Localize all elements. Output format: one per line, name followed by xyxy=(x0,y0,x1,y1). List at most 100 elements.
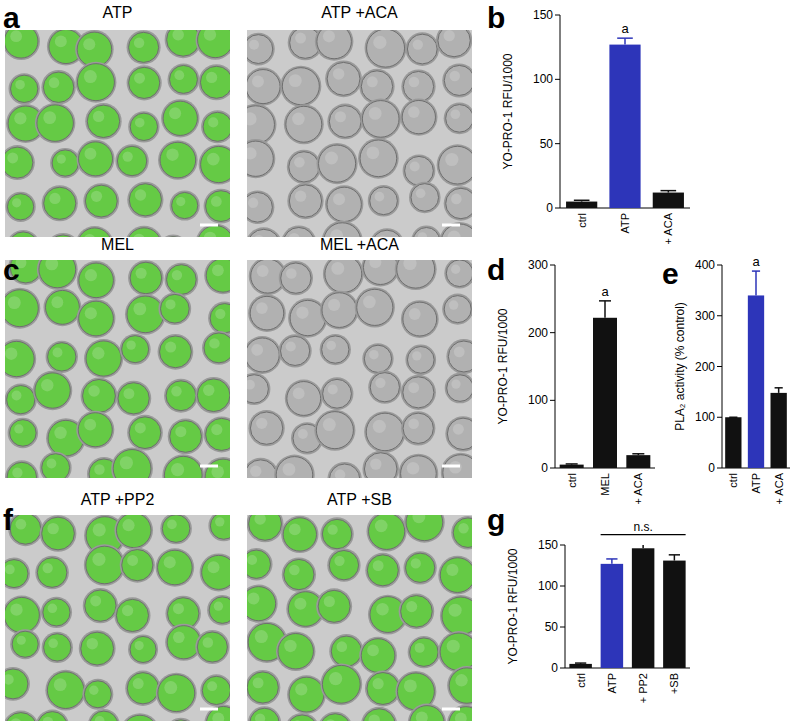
cell xyxy=(439,146,472,184)
cell-edge xyxy=(127,182,163,218)
cell xyxy=(361,639,395,673)
cell-highlight xyxy=(409,308,421,320)
cell xyxy=(322,519,351,548)
cell xyxy=(327,187,361,221)
cell-highlight xyxy=(295,33,306,44)
cell-highlight xyxy=(172,270,182,280)
cell-edge xyxy=(400,98,437,135)
cells xyxy=(5,515,230,721)
cell-edge xyxy=(325,185,363,223)
cell-highlight xyxy=(127,555,138,566)
cell-edge xyxy=(411,226,442,237)
error-cap xyxy=(661,190,677,192)
cell-highlight xyxy=(171,386,181,396)
y-tick xyxy=(560,586,565,587)
x-tick-label: +SB xyxy=(668,673,680,694)
cell-edge xyxy=(40,452,72,478)
cell-edge xyxy=(359,69,394,104)
cell xyxy=(317,30,352,59)
cell-edge xyxy=(247,190,274,224)
cell-edge xyxy=(285,380,323,418)
cell xyxy=(44,634,71,661)
cell-highlight xyxy=(203,385,214,396)
cell-highlight xyxy=(334,556,344,566)
y-axis-label: YO-PRO-1 RFU/1000 xyxy=(506,548,520,664)
cell xyxy=(397,260,435,288)
cell xyxy=(170,421,202,453)
cell-highlight xyxy=(447,640,460,653)
error-bar xyxy=(575,663,586,665)
cell-edge xyxy=(405,345,436,376)
cell-edge xyxy=(367,515,407,551)
cell-highlight xyxy=(120,456,133,469)
cell-edge xyxy=(77,299,116,338)
image-background xyxy=(5,260,230,478)
cell-highlight xyxy=(323,418,336,431)
cell xyxy=(367,673,399,705)
cell xyxy=(5,560,28,588)
cell-highlight xyxy=(133,678,144,689)
cell-highlight xyxy=(133,234,145,237)
cell-highlight xyxy=(375,192,385,202)
cell-edge xyxy=(10,629,40,659)
bar-chart: 050100150YO-PRO-1 RFU/1000ctrlATP+ PP2+S… xyxy=(506,520,690,704)
cell xyxy=(204,333,230,363)
y-tick-label: 200 xyxy=(528,326,548,340)
cell xyxy=(172,192,198,218)
cell-edge xyxy=(408,636,440,668)
image-title: ATP xyxy=(103,4,133,21)
cell xyxy=(247,70,280,104)
cell xyxy=(247,550,271,578)
cell-highlight xyxy=(409,77,420,88)
cell-highlight xyxy=(289,524,301,536)
cell xyxy=(441,224,472,237)
cell-edge xyxy=(40,515,77,552)
cell xyxy=(42,517,75,550)
cell-edge xyxy=(315,30,354,61)
cell-highlight xyxy=(411,558,421,568)
cell-edge xyxy=(158,292,191,325)
cell-edge xyxy=(76,411,114,449)
cell-edge xyxy=(5,558,30,590)
cell-edge xyxy=(365,30,407,69)
error-cap xyxy=(575,662,586,664)
cell-edge xyxy=(248,294,286,332)
cell-edge xyxy=(451,516,472,550)
cell-highlight xyxy=(93,111,104,122)
y-axis-label: YO-PRO-1 RFU/1000 xyxy=(501,53,515,169)
cell xyxy=(10,420,37,447)
cell xyxy=(247,106,274,144)
cells xyxy=(247,515,472,721)
cell-edge xyxy=(447,705,472,721)
y-tick xyxy=(717,315,722,316)
cell-highlight xyxy=(406,601,417,612)
error-cap xyxy=(669,554,680,556)
y-tick xyxy=(717,265,722,266)
cell-highlight xyxy=(248,198,258,208)
cell xyxy=(250,708,279,721)
cell-highlight xyxy=(295,191,306,202)
cell-edge xyxy=(5,288,40,329)
cell-highlight xyxy=(404,679,417,692)
figure: ATPATP +ACAMELMEL +ACAATP +PP2ATP +SBabc… xyxy=(0,0,800,723)
cell-edge xyxy=(161,99,199,137)
cell xyxy=(11,75,38,102)
error-bar xyxy=(617,38,633,44)
cell-edge xyxy=(128,634,158,664)
bar-chart: 0100200300400PLA₂ activity (% control)ct… xyxy=(673,254,790,504)
cell xyxy=(86,546,124,584)
cell-highlight xyxy=(12,198,21,207)
cell-edge xyxy=(247,548,273,580)
cell-highlight xyxy=(10,718,21,721)
cell-edge xyxy=(364,411,406,453)
cell-edge xyxy=(125,671,160,706)
error-bar xyxy=(638,545,649,548)
cell-highlight xyxy=(94,464,104,474)
cell-edge xyxy=(445,416,472,451)
cell-edge xyxy=(408,704,446,721)
cell xyxy=(198,226,230,237)
x-tick-label: ATP xyxy=(619,213,631,234)
bars xyxy=(569,545,685,668)
cell-edge xyxy=(362,451,399,478)
cell xyxy=(329,464,359,478)
